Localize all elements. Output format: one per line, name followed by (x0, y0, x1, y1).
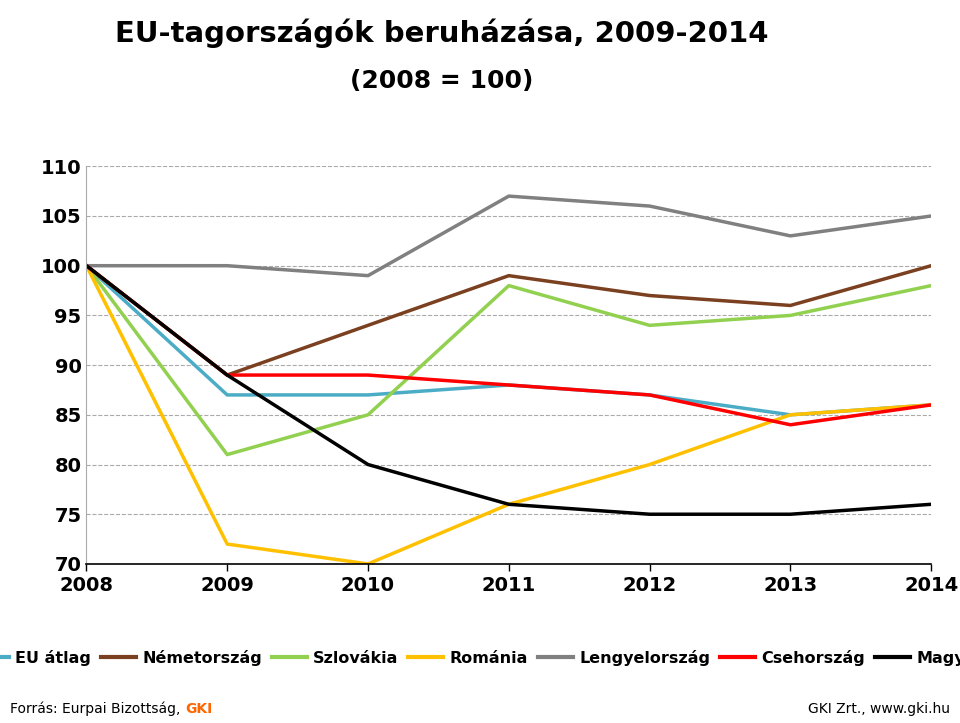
Text: (2008 = 100): (2008 = 100) (349, 69, 534, 93)
Text: GKI Zrt., www.gki.hu: GKI Zrt., www.gki.hu (808, 702, 950, 716)
Text: Forrás: Eurpai Bizottság,: Forrás: Eurpai Bizottság, (10, 701, 184, 716)
Text: EU-tagországók beruházása, 2009-2014: EU-tagországók beruházása, 2009-2014 (115, 18, 768, 48)
Legend: EU átlag, Németország, Szlovákia, Románia, Lengyelország, Csehország, Magyarorsz: EU átlag, Németország, Szlovákia, Románi… (0, 643, 960, 672)
Text: GKI: GKI (185, 702, 212, 716)
